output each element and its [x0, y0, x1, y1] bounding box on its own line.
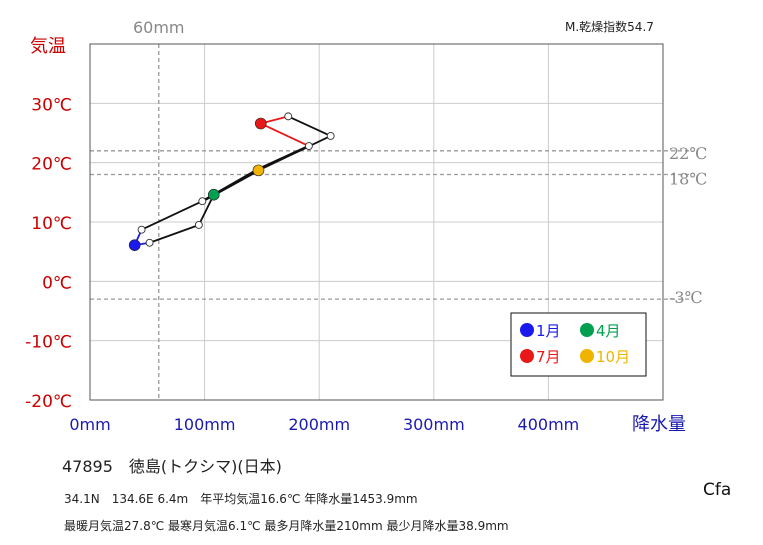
grid-lines: [90, 44, 663, 400]
climate-class: Cfa: [703, 480, 732, 500]
y-tick-label: 10℃: [31, 214, 72, 234]
point-month-7: [254, 117, 267, 130]
ref-label-60mm: 60mm: [133, 18, 185, 37]
legend: 1月 4月 7月 10月: [510, 312, 647, 377]
x-tick-labels: 0mm 100mm 200mm 300mm 400mm: [69, 415, 579, 434]
point-month-12: [137, 225, 146, 234]
legend-marker: [580, 349, 594, 363]
series-segment: [149, 224, 200, 244]
series-segment: [287, 115, 332, 137]
reference-lines: 60mm 22℃ 18℃ -3℃: [90, 18, 707, 400]
point-month-1: [128, 239, 141, 251]
ref-label-temp: 18℃: [669, 170, 707, 189]
y-tick-label: 0℃: [42, 273, 72, 293]
point-month-9: [326, 132, 335, 140]
ref-label-temp: 22℃: [669, 144, 707, 163]
legend-label: 10月: [596, 348, 630, 366]
y-tick-label: -20℃: [25, 392, 72, 412]
series-segment: [258, 135, 332, 172]
x-tick-label: 400mm: [518, 415, 580, 434]
series-segment: [260, 122, 310, 147]
point-month-6: [304, 142, 313, 151]
point-month-2: [145, 238, 154, 247]
x-tick-label: 300mm: [403, 415, 465, 434]
aridity-index: M.乾燥指数54.7: [565, 20, 654, 34]
series-segment: [141, 200, 203, 231]
legend-marker: [580, 323, 594, 337]
x-tick-label: 100mm: [174, 415, 236, 434]
point-month-10: [252, 164, 265, 177]
legend-marker: [520, 349, 534, 363]
point-month-8: [284, 112, 293, 121]
station-info-line1: 34.1N 134.6E 6.4m 年平均気温16.6℃ 年降水量1453.9m…: [64, 492, 418, 506]
y-tick-label: 30℃: [31, 95, 72, 115]
station-info-line2: 最暖月気温27.8℃ 最寒月気温6.1℃ 最多月降水量210mm 最少月降水量3…: [64, 519, 509, 533]
legend-box: [510, 312, 647, 377]
plot-border: [89, 43, 664, 401]
x-tick-label: 200mm: [288, 415, 350, 434]
x-axis-title: 降水量: [632, 414, 686, 435]
point-month-4: [207, 188, 220, 201]
y-tick-label: -10℃: [25, 333, 72, 353]
legend-marker: [520, 323, 534, 337]
y-axis-title: 気温: [30, 36, 66, 57]
ref-label-temp: -3℃: [669, 288, 702, 307]
point-month-3: [194, 221, 203, 229]
x-tick-label: 0mm: [69, 415, 110, 434]
point-month-11: [198, 197, 207, 206]
legend-label: 7月: [536, 348, 561, 366]
legend-label: 1月: [536, 322, 561, 340]
y-tick-label: 20℃: [31, 155, 72, 175]
y-tick-labels: -20℃ -10℃ 0℃ 10℃ 20℃ 30℃: [25, 95, 72, 412]
legend-label: 4月: [596, 322, 621, 340]
station-title: 47895 徳島(トクシマ)(日本): [62, 457, 282, 476]
monthly-series: [128, 112, 335, 251]
